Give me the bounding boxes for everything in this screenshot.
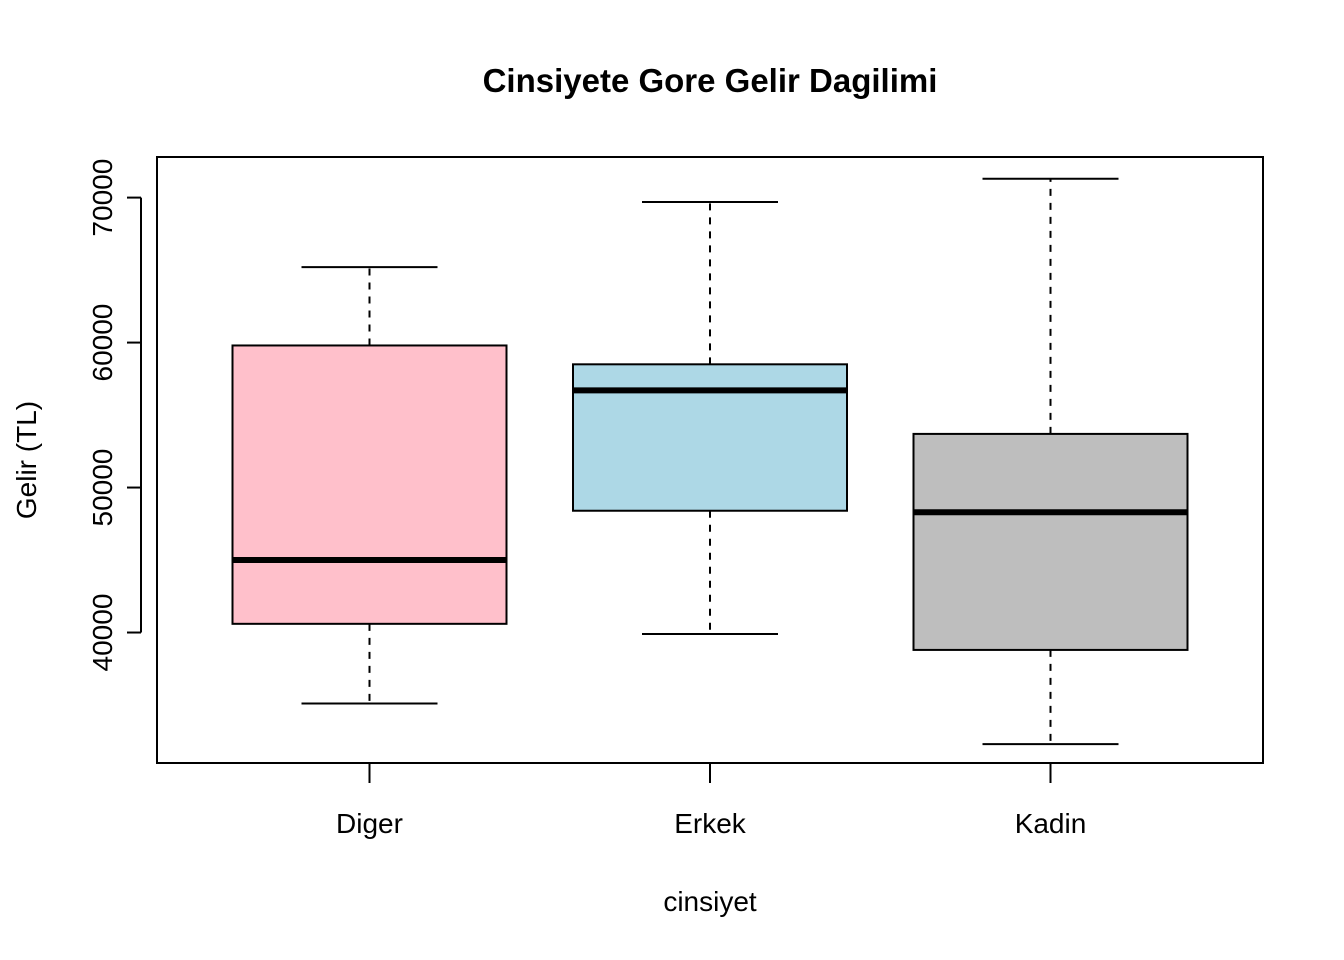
- chart-title: Cinsiyete Gore Gelir Dagilimi: [483, 62, 938, 99]
- box-diger: [231, 344, 508, 625]
- box-erkek: [572, 363, 848, 512]
- y-tick-label-60000: 60000: [87, 304, 118, 382]
- x-axis-label: cinsiyet: [663, 886, 757, 917]
- y-tick-label-40000: 40000: [87, 594, 118, 672]
- box-kadin: [912, 432, 1189, 651]
- x-tick-label-kadin: Kadin: [1015, 808, 1087, 839]
- x-tick-label-diger: Diger: [336, 808, 403, 839]
- x-tick-label-erkek: Erkek: [674, 808, 747, 839]
- y-tick-label-70000: 70000: [87, 159, 118, 237]
- y-axis-label: Gelir (TL): [11, 401, 42, 519]
- y-tick-label-50000: 50000: [87, 449, 118, 527]
- chart-marks: 40000 50000 60000 70000 Diger Erkek Kadin: [87, 159, 1189, 839]
